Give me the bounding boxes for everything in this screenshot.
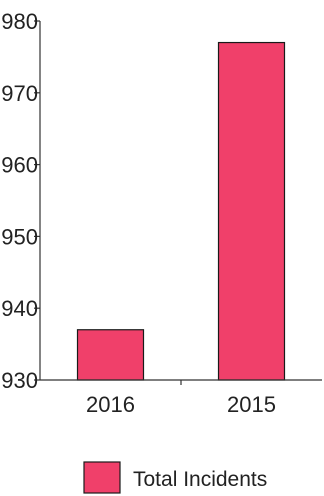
legend-label: Total Incidents xyxy=(133,468,267,491)
bar-2016 xyxy=(76,329,145,381)
axes-layer xyxy=(34,20,322,385)
bar-2015 xyxy=(217,41,286,381)
y-tick-label: 970 xyxy=(1,81,38,106)
legend: Total Incidents xyxy=(83,461,267,494)
y-tick-label: 960 xyxy=(1,153,38,178)
x-tick-label: 2016 xyxy=(86,392,135,417)
bars-layer xyxy=(76,41,286,381)
legend-swatch xyxy=(83,461,121,494)
labels-layer: 930 940 950 960 970 980 2016 2015 xyxy=(1,9,276,417)
x-tick-label: 2015 xyxy=(227,392,276,417)
y-tick-label: 940 xyxy=(1,296,38,321)
y-tick-label: 930 xyxy=(1,368,38,393)
y-tick-label: 950 xyxy=(1,224,38,249)
y-tick-label: 980 xyxy=(1,9,38,34)
